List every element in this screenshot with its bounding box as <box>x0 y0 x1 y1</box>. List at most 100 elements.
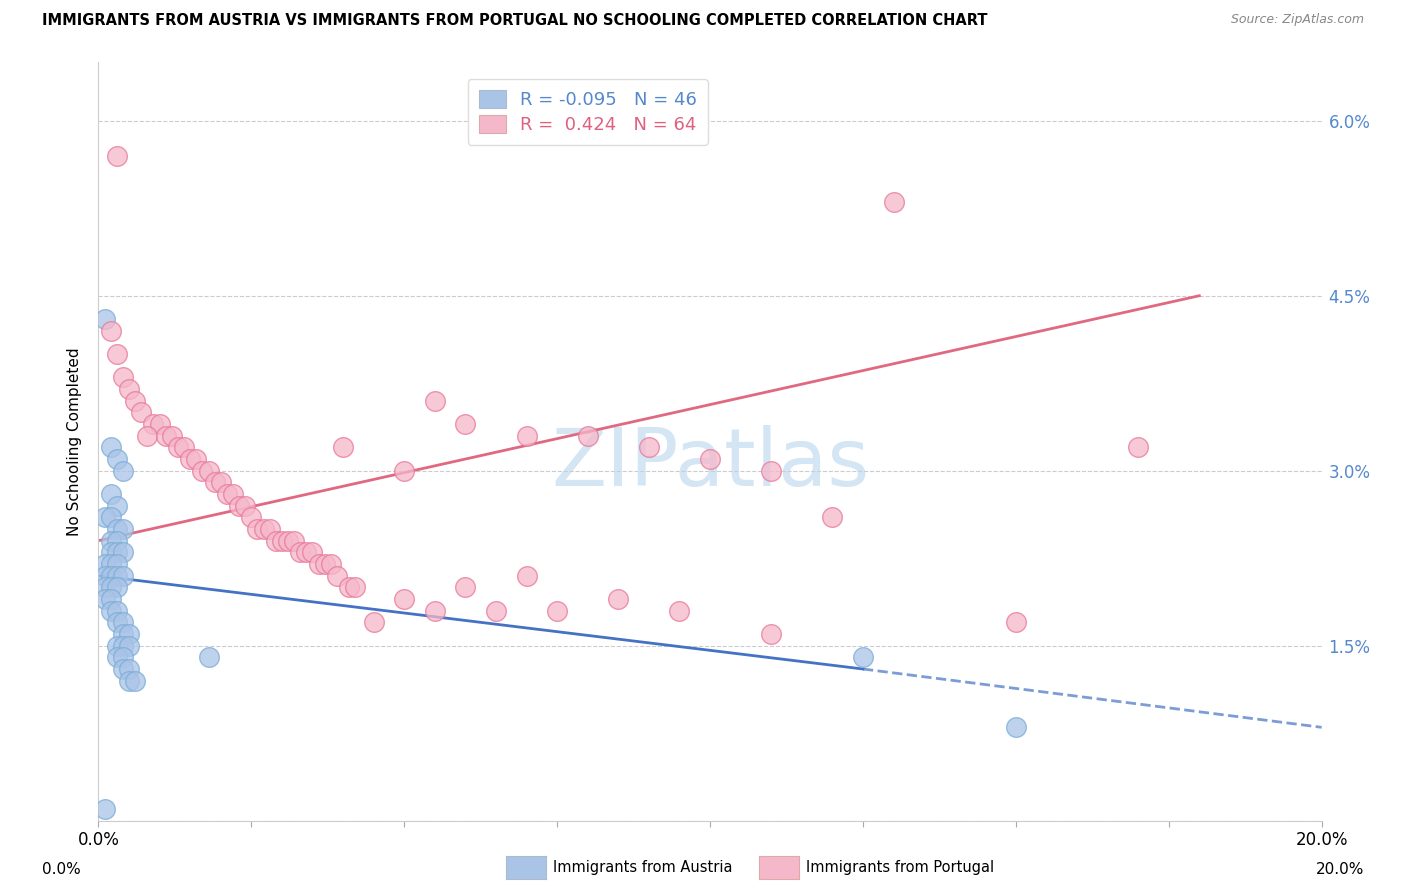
Point <box>759 627 782 641</box>
Point <box>105 347 128 361</box>
Point <box>252 522 274 536</box>
Text: ZIPatlas: ZIPatlas <box>551 425 869 503</box>
Point <box>93 312 115 326</box>
Text: 20.0%: 20.0% <box>1316 863 1364 877</box>
Point <box>100 592 122 607</box>
Text: Immigrants from Portugal: Immigrants from Portugal <box>806 861 994 875</box>
Point <box>160 428 183 442</box>
Point <box>118 639 141 653</box>
Point <box>197 464 219 478</box>
Point <box>246 522 269 536</box>
Point <box>516 428 538 442</box>
Point <box>149 417 172 431</box>
Point <box>93 510 115 524</box>
Point <box>344 580 367 594</box>
Point <box>191 464 214 478</box>
Point <box>105 580 128 594</box>
Point <box>233 499 256 513</box>
Point <box>270 533 292 548</box>
Point <box>124 673 146 688</box>
Point <box>111 650 134 665</box>
Point <box>1004 720 1026 734</box>
Point <box>105 522 128 536</box>
Point <box>1004 615 1026 630</box>
Point <box>392 464 416 478</box>
Point <box>546 604 568 618</box>
Point <box>264 533 287 548</box>
Point <box>290 545 312 559</box>
Point <box>105 639 128 653</box>
Point <box>423 604 446 618</box>
Point <box>637 441 661 455</box>
Point <box>308 557 330 571</box>
Point <box>118 662 141 676</box>
Point <box>105 568 128 582</box>
Point <box>759 464 782 478</box>
Point <box>277 533 299 548</box>
Point <box>337 580 360 594</box>
Point <box>228 499 250 513</box>
Point <box>204 475 226 490</box>
Point <box>142 417 165 431</box>
Point <box>668 604 690 618</box>
Point <box>105 615 128 630</box>
Point <box>576 428 599 442</box>
Point <box>215 487 238 501</box>
Point <box>259 522 281 536</box>
Point <box>111 627 134 641</box>
Point <box>100 441 122 455</box>
Point <box>105 149 128 163</box>
Point <box>240 510 263 524</box>
Point <box>100 533 122 548</box>
Y-axis label: No Schooling Completed: No Schooling Completed <box>67 347 83 536</box>
Text: Source: ZipAtlas.com: Source: ZipAtlas.com <box>1230 13 1364 27</box>
Point <box>105 604 128 618</box>
Point <box>516 568 538 582</box>
Point <box>699 452 721 467</box>
Point <box>93 580 115 594</box>
Point <box>423 393 446 408</box>
Point <box>883 195 905 210</box>
Point <box>111 639 134 653</box>
Point <box>100 604 122 618</box>
Point <box>100 324 122 338</box>
Point <box>332 441 354 455</box>
Point <box>100 510 122 524</box>
Point <box>852 650 875 665</box>
Point <box>129 405 152 419</box>
Point <box>197 650 219 665</box>
Point <box>319 557 342 571</box>
Point <box>111 662 134 676</box>
Point <box>105 499 128 513</box>
Point <box>100 568 122 582</box>
Point <box>105 533 128 548</box>
Point <box>209 475 232 490</box>
Point <box>105 545 128 559</box>
Point <box>118 627 141 641</box>
Point <box>173 441 195 455</box>
Point <box>118 673 141 688</box>
Point <box>100 557 122 571</box>
Point <box>105 650 128 665</box>
Point <box>124 393 146 408</box>
Point <box>93 568 115 582</box>
Point <box>295 545 318 559</box>
Point <box>167 441 190 455</box>
Point <box>821 510 844 524</box>
Point <box>392 592 416 607</box>
Text: IMMIGRANTS FROM AUSTRIA VS IMMIGRANTS FROM PORTUGAL NO SCHOOLING COMPLETED CORRE: IMMIGRANTS FROM AUSTRIA VS IMMIGRANTS FR… <box>42 13 987 29</box>
Point <box>105 557 128 571</box>
Point <box>93 592 115 607</box>
Point <box>222 487 245 501</box>
Point <box>314 557 336 571</box>
Point <box>111 370 134 384</box>
Point <box>485 604 508 618</box>
Point <box>118 382 141 396</box>
Point <box>301 545 323 559</box>
Point <box>179 452 201 467</box>
Point <box>136 428 159 442</box>
Point <box>454 417 477 431</box>
Point <box>100 580 122 594</box>
Point <box>155 428 177 442</box>
Point <box>186 452 208 467</box>
